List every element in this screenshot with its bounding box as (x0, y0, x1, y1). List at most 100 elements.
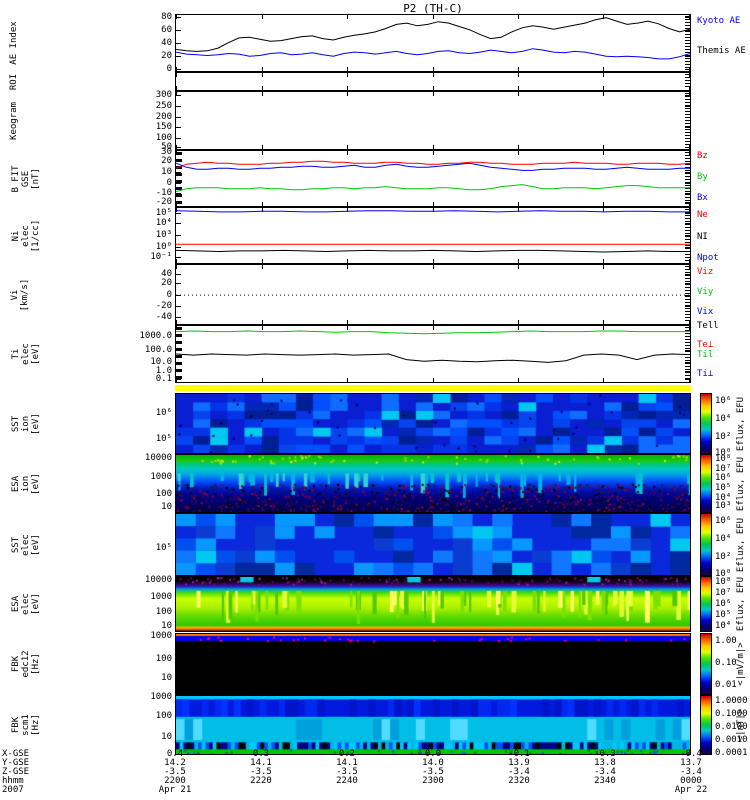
quality-flag-column (176, 152, 182, 205)
x-major-tick (261, 86, 263, 90)
y-tick-mark (685, 283, 690, 285)
y-tick-mark (176, 116, 181, 118)
x-major-tick (176, 86, 177, 90)
colorbar-tick-label: 10⁶ (715, 598, 732, 609)
y-tick-label: 80 (161, 11, 172, 22)
xaxis-tick-value: -3.5 (422, 767, 444, 777)
y-tick-label: 10000 (144, 453, 172, 464)
x-major-tick (261, 320, 263, 324)
y-tick-mark (685, 212, 690, 214)
x-major-tick (176, 265, 177, 269)
y-tick-label: 10 (161, 167, 172, 178)
y-tick-mark (685, 105, 690, 107)
x-major-tick (261, 202, 263, 206)
y-tick-label: 20 (161, 50, 172, 61)
xaxis-tick-value: -3.4 (680, 767, 702, 777)
colorbar-tick-label: 0.0010 (715, 734, 748, 745)
colorbar-tick-label: 10⁵ (715, 610, 732, 621)
lineplot-ni (176, 210, 690, 253)
colorbar-tick-label: 10⁵ (715, 483, 732, 494)
colorbar-tick-label: 10⁴ (715, 534, 732, 545)
trace-label-ti: Ti⊥ (697, 369, 714, 379)
y-tick-label: 1000 (150, 692, 172, 703)
panel-esa-elec (175, 576, 691, 632)
colorbar-tick-label: 10³ (715, 500, 732, 511)
y-tick-label: 10.0 (150, 356, 172, 367)
series-Npot (176, 210, 690, 213)
y-tick-label: 10⁵ (155, 207, 172, 218)
spectrogram-esa-elec (176, 577, 690, 631)
colorbar-tick-label: 10⁴ (715, 493, 732, 504)
y-tick-mark (176, 147, 181, 149)
x-major-tick (603, 320, 605, 324)
trace-label-vix: Vix (697, 307, 714, 317)
colorbar-tick-label: 10⁰ (715, 568, 732, 579)
x-major-tick (261, 259, 263, 263)
x-major-tick (261, 208, 263, 212)
y-tick-mark (176, 371, 181, 373)
colorbar-tick-label: 0.01 (715, 679, 737, 690)
y-tick-mark (685, 256, 690, 258)
panel-sst-elec (175, 513, 691, 576)
y-tick-label: 100 (155, 606, 172, 617)
y-tick-label: 10⁻¹ (150, 251, 172, 262)
lineplot-ae-index (176, 17, 690, 60)
xaxis-tick-value: 13.9 (508, 758, 530, 768)
x-major-tick (432, 15, 434, 19)
xaxis-year-label: 2007 (2, 785, 24, 795)
xaxis-row-label: X-GSE (2, 749, 30, 759)
y-tick-mark (176, 273, 181, 275)
colorbar-tick-label: 10² (715, 551, 732, 562)
x-major-tick (346, 151, 348, 155)
x-major-tick (603, 326, 605, 330)
y-tick-mark (176, 105, 181, 107)
x-major-tick (432, 92, 434, 96)
y-tick-label: -10 (155, 187, 172, 198)
x-major-tick (518, 320, 520, 324)
x-major-tick (518, 92, 520, 96)
colorbar-tick-label: 10⁴ (715, 621, 732, 631)
y-tick-label: 100 (155, 654, 172, 665)
x-major-tick (518, 208, 520, 212)
y-tick-label: 10³ (155, 229, 172, 240)
y-tick-label: 10⁵ (155, 542, 172, 553)
panel-ae-index (175, 14, 691, 72)
x-major-tick (432, 259, 434, 263)
plot-title: P2 (TH-C) (403, 2, 463, 15)
y-tick-mark (176, 306, 181, 308)
trace-label-tell: Tell (697, 321, 719, 331)
y-tick-mark (685, 152, 690, 154)
panel-esa-ion (175, 454, 691, 513)
lineplot-vi (176, 294, 690, 296)
colorbar-tick-label: 10⁶ (715, 396, 732, 407)
trace-label-ni: NI (697, 232, 708, 242)
trace-label-ne: Ne (697, 210, 708, 220)
y-tick-mark (685, 317, 690, 319)
x-major-tick (518, 202, 520, 206)
x-major-tick (603, 15, 605, 19)
x-major-tick (518, 326, 520, 330)
y-tick-label: 0.1 (155, 374, 172, 385)
x-major-tick (603, 265, 605, 269)
x-major-tick (346, 145, 348, 149)
y-tick-label: 50 (161, 142, 172, 153)
y-tick-label: -20 (155, 197, 172, 208)
y-tick-mark (176, 335, 181, 337)
y-tick-label: 150 (155, 122, 172, 133)
y-tick-label: 10 (161, 621, 172, 632)
x-major-tick (261, 67, 263, 71)
y-tick-mark (685, 306, 690, 308)
y-tick-mark (685, 172, 690, 174)
series-NI (176, 249, 690, 253)
y-tick-mark (176, 317, 181, 319)
xaxis-date-label: Apr 22 (674, 785, 708, 795)
y-tick-mark (176, 161, 181, 163)
y-tick-label: 1000 (150, 472, 172, 483)
x-major-tick (603, 202, 605, 206)
y-tick-label: 10 (161, 672, 172, 683)
x-major-tick (432, 67, 434, 71)
x-major-tick (432, 265, 434, 269)
y-tick-mark (176, 223, 181, 225)
trace-label-til: Til (697, 350, 714, 360)
xaxis-tick-value: 0000 (680, 776, 702, 786)
